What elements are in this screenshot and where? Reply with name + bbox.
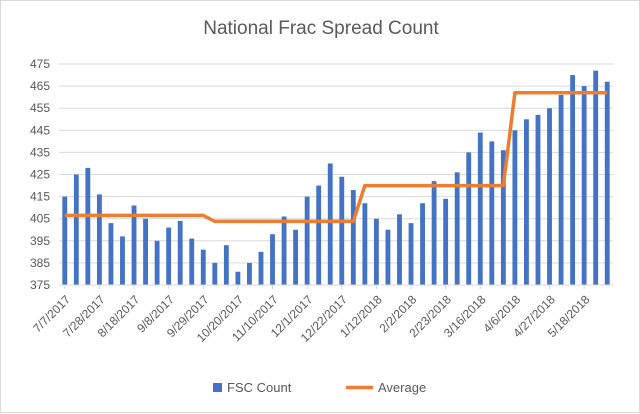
y-tick-label: 415 xyxy=(30,190,50,204)
fsc-count-bar xyxy=(73,174,79,285)
y-tick-label: 375 xyxy=(30,278,50,292)
fsc-count-bar xyxy=(304,196,310,285)
fsc-count-bar xyxy=(96,194,102,285)
fsc-count-bar xyxy=(143,218,148,285)
fsc-count-bar xyxy=(235,271,241,285)
y-tick-label: 425 xyxy=(30,168,50,182)
fsc-count-bar xyxy=(350,189,356,285)
fsc-count-bar xyxy=(154,240,160,285)
fsc-count-bar xyxy=(62,196,68,285)
fsc-count-bar xyxy=(108,223,114,285)
fsc-count-bar xyxy=(293,229,299,285)
y-tick-label: 385 xyxy=(30,256,50,270)
y-tick-label: 445 xyxy=(30,123,50,137)
fsc-count-bar xyxy=(281,216,287,285)
fsc-count-bar xyxy=(327,163,333,285)
y-tick-label: 435 xyxy=(30,145,50,159)
fsc-count-bar xyxy=(489,141,495,285)
fsc-count-bar xyxy=(500,150,506,285)
fsc-count-bar xyxy=(408,223,414,285)
fsc-count-bar xyxy=(466,152,472,285)
fsc-count-series xyxy=(62,70,610,286)
legend-label-average: Average xyxy=(378,380,426,395)
y-tick-label: 455 xyxy=(30,101,50,115)
fsc-count-bar xyxy=(604,81,610,285)
fsc-count-bar xyxy=(593,70,599,285)
fsc-count-bar xyxy=(362,203,368,285)
y-tick-label: 465 xyxy=(30,79,50,93)
fsc-count-bar xyxy=(373,218,379,285)
fsc-count-bar xyxy=(477,132,483,285)
x-axis: 7/7/20177/28/20178/18/20179/8/20179/29/2… xyxy=(30,285,593,345)
legend-swatch-fsc-count xyxy=(213,383,222,392)
average-line xyxy=(64,91,608,224)
fsc-count-bar xyxy=(200,249,206,285)
fsc-count-bar xyxy=(385,229,391,285)
fsc-count-bar xyxy=(223,245,229,285)
fsc-count-bar xyxy=(316,185,322,285)
fsc-count-bar xyxy=(420,203,425,285)
fsc-count-bar xyxy=(581,86,587,286)
fsc-count-bar xyxy=(443,198,449,285)
gridlines xyxy=(59,63,613,286)
fsc-count-bar xyxy=(131,205,137,285)
y-tick-label: 405 xyxy=(30,212,50,226)
average-series xyxy=(64,91,608,224)
fsc-count-bar xyxy=(558,94,564,285)
y-axis: 375 385 395 405 415 425 435 445 455 465 475 xyxy=(30,57,50,292)
fsc-count-bar xyxy=(258,251,264,285)
fsc-count-bar xyxy=(247,262,252,285)
fsc-count-bar xyxy=(166,227,172,285)
legend: FSC Count Average xyxy=(213,380,426,395)
fsc-count-bar xyxy=(431,181,437,285)
legend-label-fsc-count: FSC Count xyxy=(227,380,292,395)
fsc-count-bar xyxy=(177,220,183,285)
fsc-count-bar xyxy=(547,108,552,285)
fsc-count-bar xyxy=(270,234,275,285)
fsc-count-bar xyxy=(212,262,218,285)
fsc-count-bar xyxy=(120,236,125,285)
fsc-count-bar xyxy=(85,167,91,285)
fsc-count-bar xyxy=(535,114,541,285)
fsc-count-bar xyxy=(524,119,529,286)
fsc-count-bar xyxy=(397,214,402,285)
fsc-count-bar xyxy=(512,130,518,285)
fsc-count-bar xyxy=(189,238,195,285)
chart-title: National Frac Spread Count xyxy=(203,18,439,39)
fsc-count-bar xyxy=(454,172,460,285)
y-tick-label: 395 xyxy=(30,234,50,248)
fsc-count-bar xyxy=(339,176,345,285)
fsc-count-bar xyxy=(570,75,576,285)
y-tick-label: 475 xyxy=(30,57,50,71)
